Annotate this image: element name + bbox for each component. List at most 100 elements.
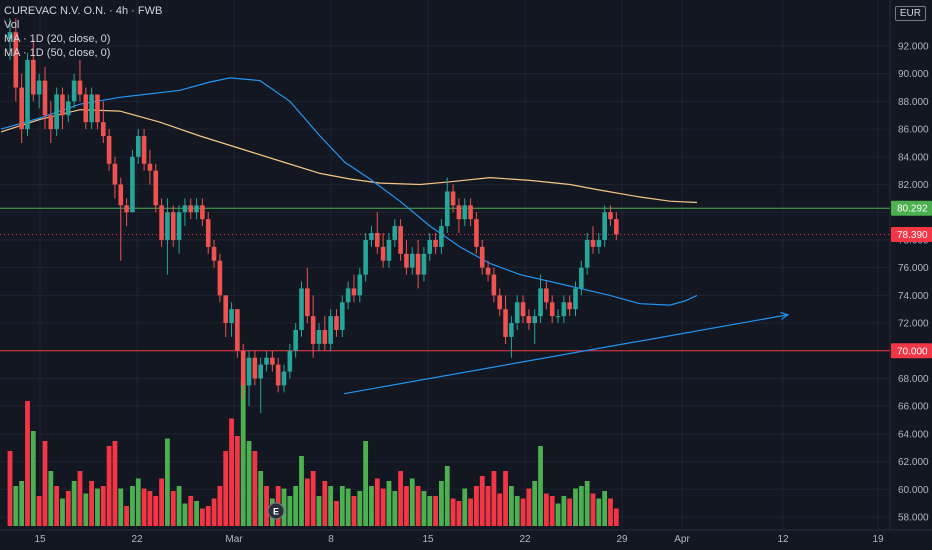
candle-body [520,302,526,317]
candle-body [229,309,234,324]
candle-body [258,364,263,379]
candle-body [31,59,36,95]
volume-bar [485,486,491,526]
volume-bar [106,446,112,526]
candle-body [275,364,281,386]
price-tag-support: 70.000 [891,343,932,359]
volume-bar [415,486,421,526]
candle-body [211,246,217,261]
time-tick-label: 8 [328,534,334,545]
volume-bar [357,491,363,526]
volume-bar [310,471,316,526]
candle-body [118,184,124,206]
volume-bar [205,506,211,526]
candle-body [60,94,65,116]
candle-body [444,191,450,227]
candle-body [544,288,549,303]
candle-body [287,350,293,372]
candle-body [404,253,409,268]
volume-bar [468,498,473,526]
candlesticks [7,18,619,414]
volume-bar [520,498,526,526]
volume-bar [596,498,602,526]
candle-body [130,156,135,213]
volume-bar [42,441,48,526]
volume-bar [538,446,543,526]
price-tag-last: 78.390 [891,227,932,243]
candle-body [176,212,182,240]
earnings-event-circle[interactable] [267,502,285,520]
candle-body [316,329,322,344]
time-tick-label: 29 [616,534,628,545]
candle-body [369,233,374,240]
volume-bar [153,496,159,526]
ma50-indicator-label[interactable]: MA · 1D (50, close, 0) [4,47,111,59]
candle-body [526,316,532,324]
trend-line [343,314,789,395]
ma50-line [0,109,698,204]
price-axis[interactable]: 92.00090.00088.00086.00084.00082.00080.0… [898,42,929,524]
volume-bar [444,466,450,526]
volume-bar [188,496,194,526]
volume-bar [229,418,234,526]
volume-bar [479,476,485,526]
volume-bar [223,451,229,526]
candle-body [474,219,479,247]
price-tag-label: 70.000 [897,346,928,357]
volume-bar [392,491,398,526]
volume-bar [380,488,386,526]
candle-body [340,302,345,330]
currency-button[interactable]: EUR [894,6,926,21]
candle-body [561,302,567,317]
volume-bar [135,478,141,526]
volume-bar [345,488,351,526]
candle-body [602,212,607,240]
candle-body [357,274,363,296]
candle-body [246,357,252,386]
volume-bar [252,451,258,526]
candle-body [135,136,141,157]
time-tick-label: Mar [225,534,243,545]
volume-bar [421,491,427,526]
candle-body [310,316,316,344]
time-axis[interactable]: 15 22 Mar 8 15 22 29 Apr 12 19 [34,534,884,545]
volume-bar [339,486,345,526]
ma20-indicator-label[interactable]: MA · 1D (20, close, 0) [4,33,111,45]
volume-bar [211,498,217,526]
volume-bar [258,471,264,526]
candle-body [48,115,54,130]
candle-body [322,329,328,344]
volume-bar [578,486,584,526]
candle-body [433,239,438,247]
candle-body [240,350,246,386]
candle-body [223,295,229,324]
volume-bar [159,478,164,526]
earnings-event-marker[interactable]: E [267,502,285,520]
candle-body [124,205,129,213]
candle-body [13,32,19,88]
candle-body [386,239,392,261]
candle-body [83,94,89,123]
price-tag-label: 80.292 [897,204,928,215]
price-tick-label: 88.000 [898,97,929,108]
ma20-line [0,77,698,306]
price-tag-bg [891,343,932,359]
trend-line-arrow [780,312,790,320]
volume-bar [54,486,60,526]
volume-bar [240,381,246,526]
candle-body [42,80,48,116]
time-tick-label: 22 [519,534,531,545]
volume-bars [7,381,619,526]
candle-body [170,212,176,240]
volume-bar [334,501,339,526]
volume-bar [543,493,549,526]
volume-indicator-label[interactable]: Vol [4,19,20,31]
candle-body [328,316,333,344]
volume-bar [322,481,328,526]
volume-bar [474,486,479,526]
candle-body [153,170,159,206]
symbol-title[interactable]: CUREVAC N.V. O.N. · 4h · FWB [4,5,163,17]
volume-bar [194,501,199,526]
grid-lines [0,0,932,531]
